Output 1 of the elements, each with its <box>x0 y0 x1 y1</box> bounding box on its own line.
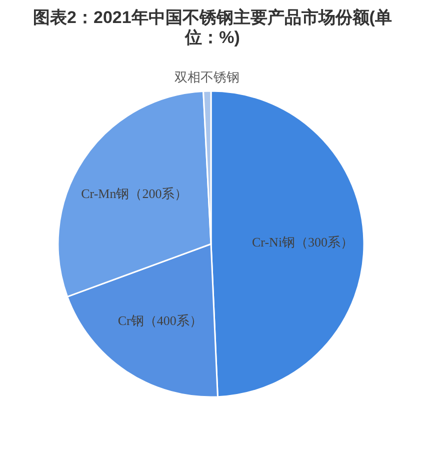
title: 图表2：2021年中国不锈钢主要产品市场份额(单位：%) <box>32 8 393 48</box>
